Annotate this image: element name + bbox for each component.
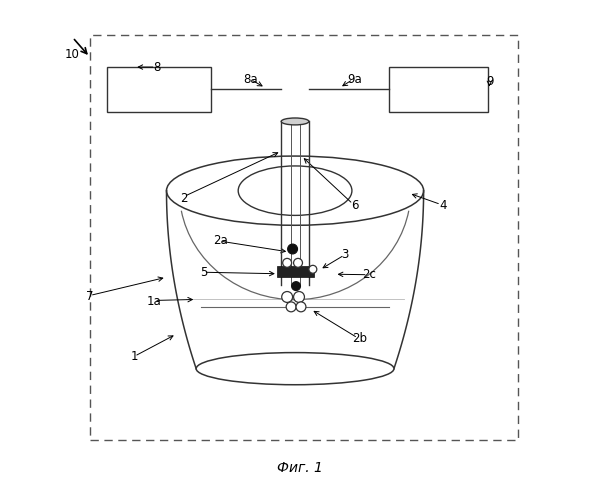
Circle shape <box>282 292 293 302</box>
Ellipse shape <box>281 118 309 125</box>
Circle shape <box>293 292 304 302</box>
Bar <box>277 266 314 277</box>
Circle shape <box>283 258 292 268</box>
Text: Фиг. 1: Фиг. 1 <box>277 460 323 474</box>
Text: 2: 2 <box>180 192 188 204</box>
Circle shape <box>293 258 302 268</box>
Text: 9: 9 <box>487 76 494 88</box>
Circle shape <box>292 282 301 290</box>
Bar <box>389 67 488 112</box>
Text: 2c: 2c <box>362 268 376 281</box>
Text: 2a: 2a <box>214 234 228 246</box>
Ellipse shape <box>196 352 394 384</box>
Text: 8a: 8a <box>243 73 258 86</box>
Text: 2b: 2b <box>352 332 367 345</box>
Text: 4: 4 <box>440 199 447 212</box>
Text: 7: 7 <box>86 290 94 304</box>
Text: 1a: 1a <box>147 296 161 308</box>
Text: 10: 10 <box>65 48 80 61</box>
Circle shape <box>287 244 298 254</box>
Text: 8: 8 <box>153 60 160 74</box>
Text: 9a: 9a <box>347 73 362 86</box>
Circle shape <box>296 302 306 312</box>
Ellipse shape <box>238 166 352 216</box>
Bar <box>107 67 211 112</box>
Text: 6: 6 <box>350 199 358 212</box>
Text: 5: 5 <box>200 266 207 279</box>
Circle shape <box>286 302 296 312</box>
Text: 1: 1 <box>131 350 138 363</box>
Circle shape <box>309 266 317 273</box>
Text: 3: 3 <box>341 248 348 262</box>
